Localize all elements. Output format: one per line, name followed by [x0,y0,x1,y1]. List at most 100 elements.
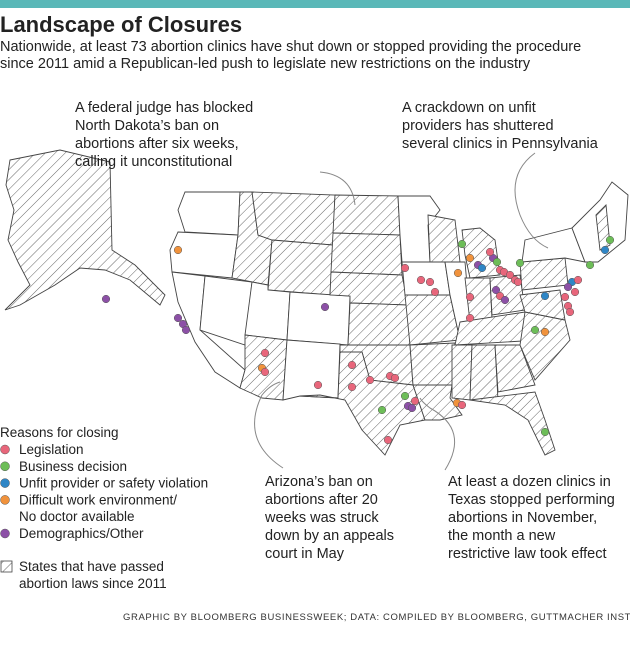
clinic-dot [260,367,270,377]
florida [469,391,556,456]
annotation-line: calling it unconstitutional [75,154,232,170]
annotation-line: several clinics in Pennsylvania [402,136,599,152]
clinic-dot [400,263,410,273]
clinic-dot [605,235,615,245]
kansas [347,302,411,346]
clinic-dot [425,277,435,287]
clinic-dot [600,245,610,255]
annotation-line: down by an appeals [265,528,394,544]
legend-label: No doctor available [19,509,135,524]
clinic-dot [477,263,487,273]
clinic-dot [515,258,525,268]
clinic-dot [173,313,183,323]
clinic-dot [383,435,393,445]
clinic-dot [465,253,475,263]
annotation-line: the month a new [448,528,556,544]
nevada [199,275,253,346]
clinic-dot [320,302,330,312]
leader-lines [254,152,549,471]
clinic-dot [410,396,420,406]
clinic-dot [313,380,323,390]
clinic-dot [563,282,573,292]
clinic-dot [485,247,495,257]
subtitle-line: Nationwide, at least 73 abortion clinics… [0,39,581,55]
clinic-dot [530,325,540,335]
clinic-dot [491,285,501,295]
clinic-dot [505,270,515,280]
virginia [519,289,566,321]
clinic-dot [492,257,502,267]
clinic-dot [347,360,357,370]
iowa [401,261,451,296]
annotation-line: court in May [265,546,345,562]
legend-dot [0,528,10,539]
legend-label: Difficult work environment/ [19,492,177,507]
hatch-swatch [0,560,13,573]
annotation-line: North Dakota’s ban on [75,118,219,134]
new-mexico [282,339,341,401]
title: Landscape of Closures [0,12,242,37]
annotation-line: A crackdown on unfit [402,100,536,116]
clinic-dot [560,292,570,302]
clinic-dot [465,313,475,323]
hatch-label: States that have passed [19,559,164,574]
clinic-dot [453,268,463,278]
annotation-line: weeks was struck [264,510,379,526]
annotation-line: abortions in November, [448,510,597,526]
legend-label: Unfit provider or safety violation [19,476,208,491]
wyoming [267,239,334,296]
clinic-dot [540,291,550,301]
colorado [286,291,351,346]
clinic-dot [101,294,111,304]
legend-label: Business decision [19,459,127,474]
clinic-dot [407,403,417,413]
annotation-line: Arizona’s ban on [265,474,373,490]
north-dakota [332,194,401,236]
clinic-dot [416,275,426,285]
annotation-line: abortions after six weeks, [75,136,239,152]
clinic-dot [430,287,440,297]
annotation-line: restrictive law took effect [448,546,607,562]
clinic-dot [565,307,575,317]
clinic-dot [500,295,510,305]
oregon [169,231,239,279]
subtitle-line: since 2011 amid a Republican-led push to… [0,56,531,72]
wisconsin [427,214,461,263]
clinic-dot [570,287,580,297]
clinic-dot [400,391,410,401]
clinic-dot [365,375,375,385]
clinic-dot [457,239,467,249]
credit: GRAPHIC BY BLOOMBERG BUSINESSWEEK; DATA:… [123,612,630,623]
top-bar [0,0,630,8]
clinic-dot [457,400,467,410]
clinic-dot [540,427,550,437]
south-dakota [330,232,403,276]
map [4,149,629,456]
michigan [461,227,501,279]
washington [177,191,241,236]
alaska [4,149,166,311]
clinic-dot [173,245,183,255]
clinic-dot [347,382,357,392]
legend-dot [0,444,10,455]
clinic-dot [585,260,595,270]
legend-dot [0,495,10,505]
annotation-line: A federal judge has blocked [75,100,253,116]
clinic-dot [540,327,550,337]
alabama [469,344,499,401]
new-york [521,227,586,263]
montana [251,191,336,246]
annotation-line: abortions after 20 [265,492,378,508]
legend-dot [0,478,10,488]
pennsylvania [519,257,569,291]
clinic-dot [465,292,475,302]
clinic-dot [260,348,270,358]
hatch-label: abortion laws since 2011 [19,576,167,591]
annotation-line: providers has shuttered [402,118,554,134]
clinic-dot [573,275,583,285]
legend-dot [0,461,10,472]
legend-label: Demographics/Other [19,526,144,541]
annotation-line: At least a dozen clinics in [448,474,611,490]
